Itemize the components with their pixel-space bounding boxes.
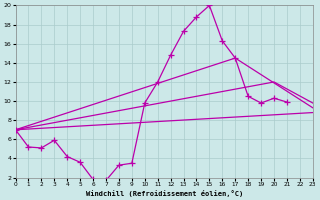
X-axis label: Windchill (Refroidissement éolien,°C): Windchill (Refroidissement éolien,°C)	[85, 190, 243, 197]
